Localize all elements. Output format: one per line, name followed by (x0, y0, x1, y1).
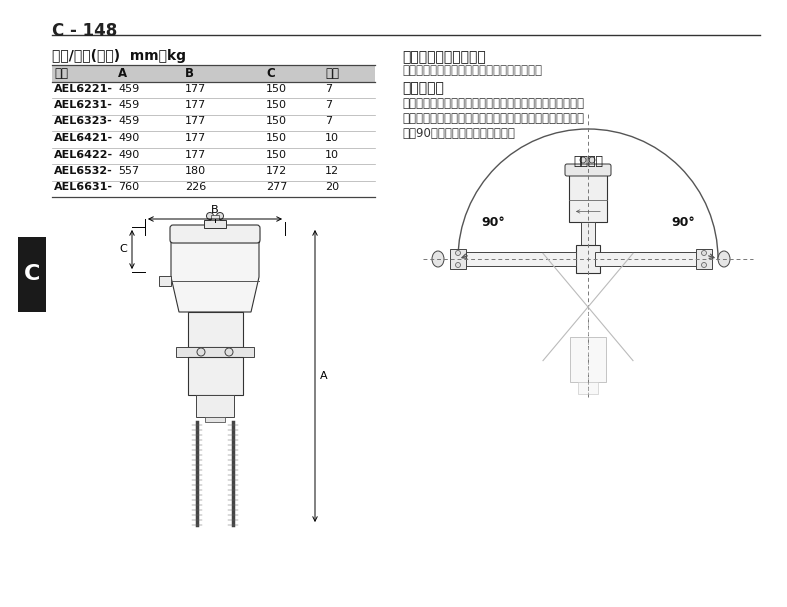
Polygon shape (171, 242, 259, 312)
Text: 90°: 90° (481, 215, 505, 228)
Text: 760: 760 (118, 183, 139, 192)
Ellipse shape (456, 262, 460, 268)
Text: 150: 150 (266, 117, 287, 126)
Text: 安装位置: 安装位置 (573, 155, 603, 168)
FancyBboxPatch shape (171, 230, 259, 242)
Text: 150: 150 (266, 133, 287, 143)
Ellipse shape (580, 157, 586, 163)
Text: B: B (185, 67, 194, 80)
Text: 459: 459 (118, 84, 139, 93)
Text: A: A (118, 67, 127, 80)
Text: 12: 12 (325, 166, 339, 176)
FancyBboxPatch shape (565, 164, 611, 176)
Text: 类型及介质的温度。但不推荐安装执行器时其偏离垂直位置: 类型及介质的温度。但不推荐安装执行器时其偏离垂直位置 (402, 112, 584, 125)
Text: C: C (120, 245, 127, 254)
Ellipse shape (216, 212, 224, 220)
Ellipse shape (701, 262, 707, 268)
Text: 详细的信息请参考产品相应的安装维修指南。: 详细的信息请参考产品相应的安装维修指南。 (402, 64, 542, 77)
Text: 尺寸/重量(近似)  mm和kg: 尺寸/重量(近似) mm和kg (52, 49, 186, 63)
Text: 10: 10 (325, 133, 339, 143)
Bar (595, 252, 701, 266)
Text: AEL6421-: AEL6421- (54, 133, 113, 143)
Text: 490: 490 (118, 133, 139, 143)
Text: AEL6631-: AEL6631- (54, 183, 113, 192)
Bar (570, 337, 606, 382)
Ellipse shape (701, 251, 707, 256)
FancyBboxPatch shape (170, 225, 260, 243)
Text: 7: 7 (325, 117, 332, 126)
Text: C: C (24, 265, 40, 285)
Text: 459: 459 (118, 100, 139, 110)
Bar (159, 276, 171, 285)
Text: 177: 177 (185, 117, 206, 126)
Text: 177: 177 (185, 149, 206, 160)
Bar (52, 65, 375, 81)
Text: A: A (320, 371, 327, 381)
Text: 7: 7 (325, 84, 332, 93)
Text: AEL6221-: AEL6221- (54, 84, 113, 93)
Bar (18, 237, 46, 312)
Text: AEL6231-: AEL6231- (54, 100, 113, 110)
Text: 177: 177 (185, 84, 206, 93)
FancyBboxPatch shape (196, 395, 234, 417)
Bar (211, 215, 219, 220)
Ellipse shape (456, 251, 460, 256)
Text: AEL6532-: AEL6532- (54, 166, 113, 176)
Ellipse shape (718, 251, 730, 267)
Text: 90°: 90° (671, 215, 695, 228)
Bar (450, 249, 466, 269)
Bar (581, 222, 595, 259)
FancyBboxPatch shape (569, 174, 607, 222)
Bar (466, 252, 576, 266)
Text: 226: 226 (185, 183, 206, 192)
FancyBboxPatch shape (187, 312, 242, 347)
Text: 150: 150 (266, 149, 287, 160)
Text: 20: 20 (325, 183, 339, 192)
Text: AEL6323-: AEL6323- (54, 117, 113, 126)
Text: 150: 150 (266, 100, 287, 110)
Text: 277: 277 (266, 183, 287, 192)
Text: C - 148: C - 148 (52, 22, 117, 40)
Text: 安装和连接: 安装和连接 (402, 81, 444, 95)
Text: 150: 150 (266, 84, 287, 93)
Bar (578, 382, 598, 394)
Ellipse shape (225, 348, 233, 356)
Text: 阀门应安装在水平管道上，执行器的安装位置取决于阀门的: 阀门应安装在水平管道上，执行器的安装位置取决于阀门的 (402, 97, 584, 110)
Ellipse shape (432, 251, 444, 267)
Text: 490: 490 (118, 149, 139, 160)
Text: 557: 557 (118, 166, 139, 176)
Text: 7: 7 (325, 100, 332, 110)
Text: 重量: 重量 (325, 67, 339, 80)
Ellipse shape (589, 157, 595, 163)
Text: 180: 180 (185, 166, 206, 176)
Text: C: C (266, 67, 275, 80)
Bar (205, 417, 225, 422)
Bar (187, 357, 242, 395)
Bar (696, 249, 712, 269)
Text: 177: 177 (185, 100, 206, 110)
Text: 超过90度，安装在潮湿的环境中。: 超过90度，安装在潮湿的环境中。 (402, 127, 515, 140)
Bar (204, 220, 226, 228)
Text: 177: 177 (185, 133, 206, 143)
Bar (576, 245, 600, 273)
Ellipse shape (206, 212, 213, 220)
Text: B: B (211, 205, 219, 215)
Bar (176, 347, 254, 357)
Ellipse shape (197, 348, 205, 356)
Text: 安全信息，安装与维修: 安全信息，安装与维修 (402, 50, 486, 64)
Text: 型号: 型号 (54, 67, 68, 80)
Text: AEL6422-: AEL6422- (54, 149, 113, 160)
Text: 459: 459 (118, 117, 139, 126)
Text: 172: 172 (266, 166, 287, 176)
Text: 10: 10 (325, 149, 339, 160)
